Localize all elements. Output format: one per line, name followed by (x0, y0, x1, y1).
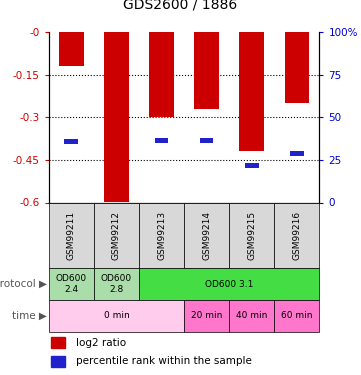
Bar (52, 356, 65, 368)
Bar (284, 32, 309, 103)
Bar (229, 300, 274, 332)
Text: GSM99212: GSM99212 (112, 211, 121, 260)
Text: percentile rank within the sample: percentile rank within the sample (75, 356, 251, 366)
Bar (200, 138, 213, 143)
Bar (245, 163, 258, 168)
Bar (59, 32, 84, 66)
Bar (239, 32, 264, 151)
Bar (229, 202, 274, 268)
Text: time ▶: time ▶ (12, 311, 47, 321)
Bar (49, 202, 94, 268)
Bar (139, 202, 184, 268)
Bar (104, 32, 129, 202)
Text: OD600
2.8: OD600 2.8 (101, 274, 132, 294)
Text: GSM99211: GSM99211 (67, 211, 76, 260)
Text: protocol ▶: protocol ▶ (0, 279, 47, 289)
Text: OD600
2.4: OD600 2.4 (56, 274, 87, 294)
Text: 40 min: 40 min (236, 311, 268, 320)
Text: GSM99214: GSM99214 (202, 211, 211, 260)
Bar (139, 268, 319, 300)
Bar (274, 202, 319, 268)
Text: 60 min: 60 min (281, 311, 313, 320)
Text: OD600 3.1: OD600 3.1 (205, 280, 253, 289)
Bar (290, 151, 304, 156)
Bar (65, 138, 78, 144)
Bar (155, 138, 168, 143)
Bar (184, 300, 229, 332)
Text: log2 ratio: log2 ratio (75, 338, 126, 348)
Text: GSM99213: GSM99213 (157, 211, 166, 260)
Bar (94, 268, 139, 300)
Bar (274, 300, 319, 332)
Bar (49, 300, 184, 332)
Bar (194, 32, 219, 109)
Bar (49, 268, 94, 300)
Bar (94, 202, 139, 268)
Text: GSM99216: GSM99216 (292, 211, 301, 260)
Text: GSM99215: GSM99215 (247, 211, 256, 260)
Text: GDS2600 / 1886: GDS2600 / 1886 (123, 0, 238, 11)
Bar (52, 337, 65, 348)
Bar (149, 32, 174, 117)
Text: 20 min: 20 min (191, 311, 222, 320)
Text: 0 min: 0 min (104, 311, 129, 320)
Bar (184, 202, 229, 268)
